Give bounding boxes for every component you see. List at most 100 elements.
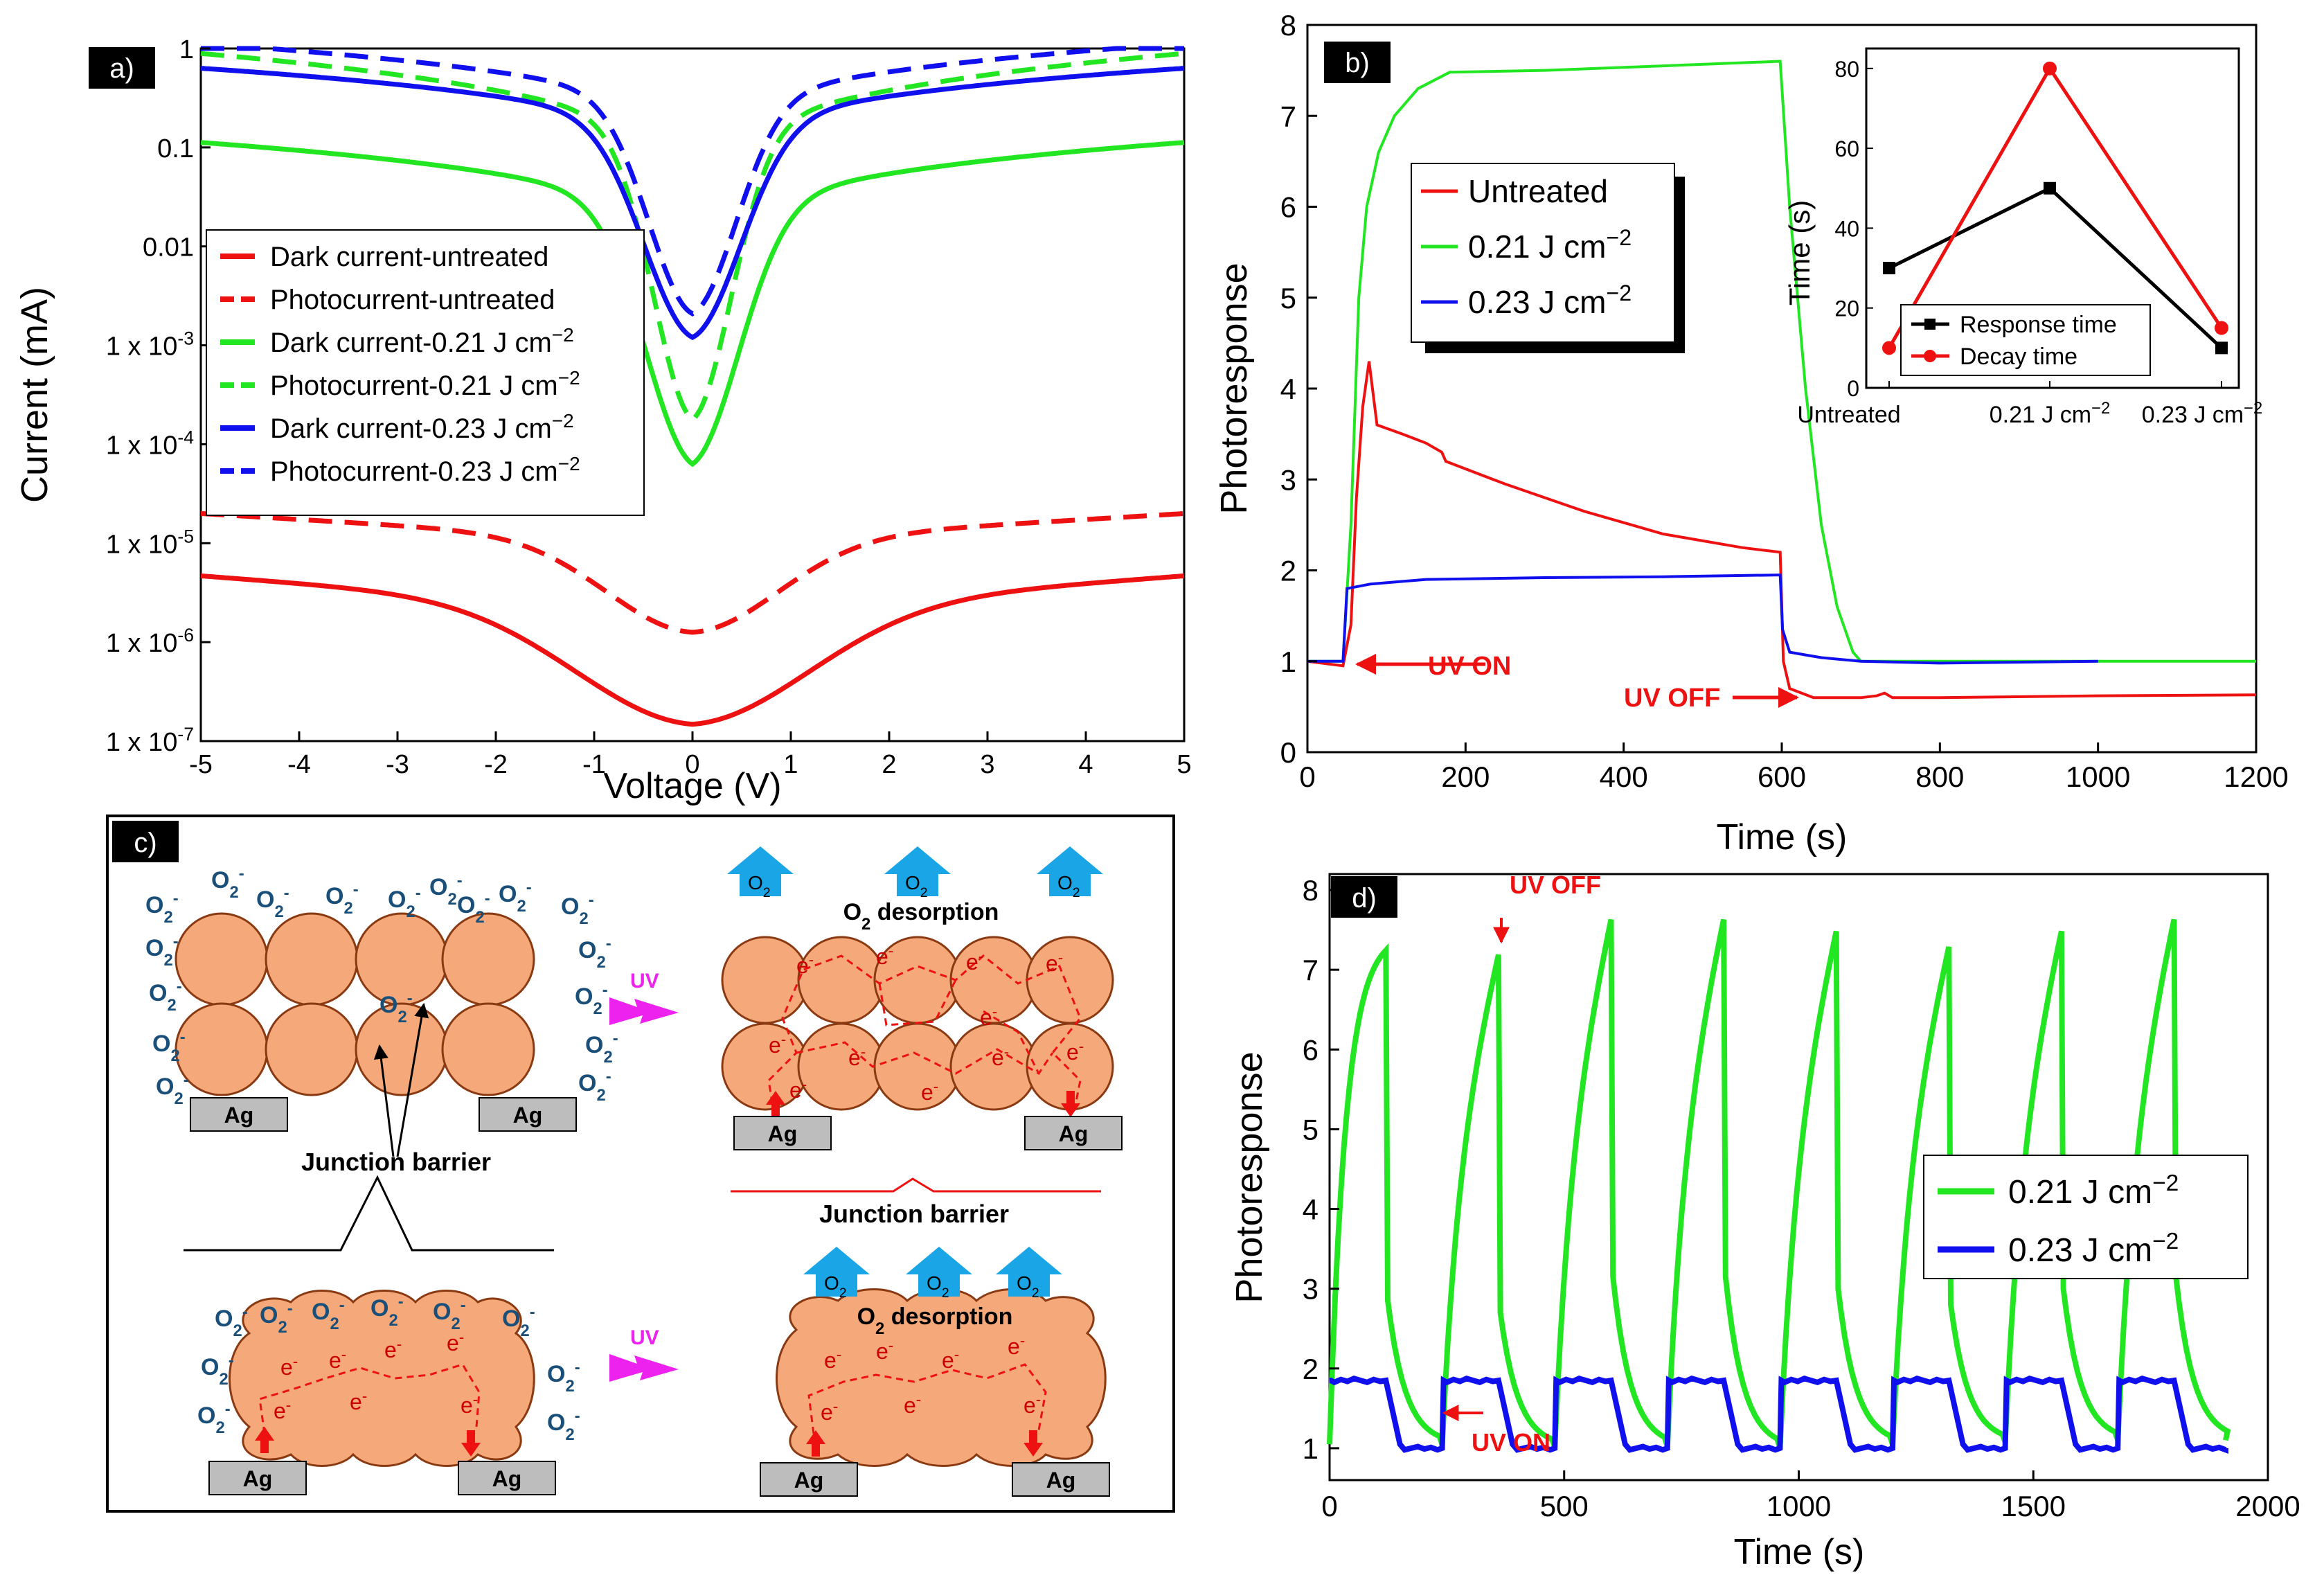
inset-marker: [2044, 181, 2056, 195]
text-span: 1200: [2224, 760, 2288, 793]
panel-c-label: c): [134, 828, 157, 858]
text-span: O: [370, 1295, 388, 1322]
x-tick-label: 0: [685, 750, 699, 779]
electron-label: e-: [274, 1396, 291, 1424]
text-span: -: [415, 884, 421, 902]
text-span: 2: [839, 1285, 847, 1301]
text-span: 2: [167, 996, 176, 1015]
electron-flow-arrow-icon: [766, 1091, 785, 1117]
y-tick-label: 1 x 10-3: [106, 328, 194, 362]
text-span: 0.21 J cm: [1990, 402, 2091, 428]
x-tick-label: 1: [783, 750, 798, 779]
x-tick-label: 2: [882, 750, 896, 779]
oxygen-ion-label: O2-: [215, 1303, 248, 1340]
text-span: -: [833, 1398, 838, 1415]
text-span: -: [526, 878, 532, 897]
electron-label: e-: [1024, 1391, 1041, 1418]
electron-label: e-: [350, 1387, 367, 1415]
text-span: O: [824, 1272, 839, 1294]
text-span: -: [339, 1296, 345, 1315]
text-span: -4: [177, 427, 194, 447]
y-tick-label: 2: [1303, 1353, 1319, 1385]
inset-x-tick-label: 0.21 J cm−2: [1990, 399, 2111, 429]
y-tick-label: 0.01: [143, 233, 194, 262]
electron-label: e-: [821, 1398, 838, 1425]
text-span: -: [606, 1067, 611, 1086]
text-span: -4: [287, 750, 311, 779]
text-span: Ag: [1046, 1468, 1076, 1493]
desorption-arrow-icon: [727, 846, 794, 896]
text-span: e: [329, 1348, 341, 1373]
text-span: 600: [1758, 760, 1806, 793]
electron-label: e-: [876, 1337, 893, 1364]
text-span: O: [1017, 1272, 1032, 1294]
desorption-arrow-icon: [803, 1247, 870, 1297]
text-span: Decay time: [1960, 344, 2077, 370]
text-span: -: [1020, 1332, 1025, 1349]
oxygen-ion-label: O2-: [370, 1292, 404, 1330]
oxygen-ion-label: O2-: [578, 934, 611, 972]
inset-legend-label: Response time: [1960, 312, 2117, 338]
panel-c-label-box: [112, 821, 179, 862]
text-span: -2: [484, 750, 508, 779]
text-span: O: [561, 893, 579, 920]
text-span: Dark current-untreated: [270, 242, 548, 272]
text-span: 5: [1280, 282, 1296, 314]
text-span: O: [843, 899, 861, 925]
text-span: e: [769, 1033, 781, 1058]
text-span: 0: [1847, 376, 1859, 401]
text-span: −2: [552, 410, 574, 431]
desorbed-oxygen-label: O2: [905, 872, 928, 900]
uv-off-label-b: UV OFF: [1624, 684, 1720, 713]
text-span: -5: [177, 526, 194, 546]
series-line-1: [1330, 1376, 2228, 1454]
text-span: −2: [1606, 281, 1632, 305]
ag-electrode: [760, 1462, 858, 1497]
text-span: e: [789, 1078, 802, 1103]
text-span: 40: [1834, 216, 1859, 241]
text-span: 2: [596, 1086, 605, 1105]
x-tick-label: 3: [980, 750, 994, 779]
grain-circle: [175, 912, 269, 1006]
electron-flow-arrow-icon: [255, 1427, 274, 1453]
text-span: e: [384, 1337, 397, 1362]
ag-electrode: [479, 1097, 577, 1132]
text-span: e: [350, 1389, 362, 1414]
panel-d: 0 500 1000 1500 2000 1 2 3 4 5 6 7 8 d) Time (s) Ph…: [1228, 871, 2300, 1572]
legend-label: 0.23 J cm−2: [2008, 1229, 2179, 1270]
text-span: 2: [163, 908, 172, 927]
x-tick-label: -1: [582, 750, 606, 779]
x-tick-label: -4: [287, 750, 311, 779]
electron-label: e-: [796, 951, 814, 979]
text-span: O: [201, 1354, 219, 1380]
text-span: 2: [451, 1315, 460, 1333]
text-span: O: [457, 892, 475, 918]
text-span: -7: [177, 724, 194, 745]
inset-marker: [1883, 262, 1895, 275]
text-span: -: [461, 1296, 466, 1315]
text-span: e: [848, 1045, 861, 1070]
text-span: −2: [2091, 399, 2110, 418]
text-span: O: [145, 892, 163, 918]
text-span: -: [397, 1335, 402, 1353]
text-span: Junction barrier: [819, 1200, 1009, 1228]
text-span: 3: [1303, 1273, 1319, 1306]
text-span: O: [379, 992, 397, 1018]
text-span: e: [966, 950, 978, 975]
text-span: 1000: [1767, 1490, 1831, 1522]
y-tick-label: 1: [1303, 1432, 1319, 1465]
text-span: Photocurrent-0.23 J cm: [270, 456, 558, 487]
text-span: -: [837, 1346, 841, 1363]
text-span: -: [459, 1328, 464, 1346]
junction-barrier-line: [184, 1175, 554, 1252]
text-span: -: [954, 1346, 959, 1363]
ag-electrode-label: Ag: [1059, 1121, 1089, 1146]
electron-label: e-: [848, 1043, 866, 1071]
text-span: O: [1057, 872, 1073, 893]
text-span: -: [485, 889, 490, 908]
text-span: 1 x 10: [106, 530, 178, 559]
junction-barrier-label: Junction barrier: [301, 1148, 491, 1176]
uv-on-label-d: UV ON: [1472, 1428, 1550, 1457]
desorption-label: O2 desorption: [857, 1303, 1013, 1338]
text-span: 2: [1073, 885, 1080, 900]
